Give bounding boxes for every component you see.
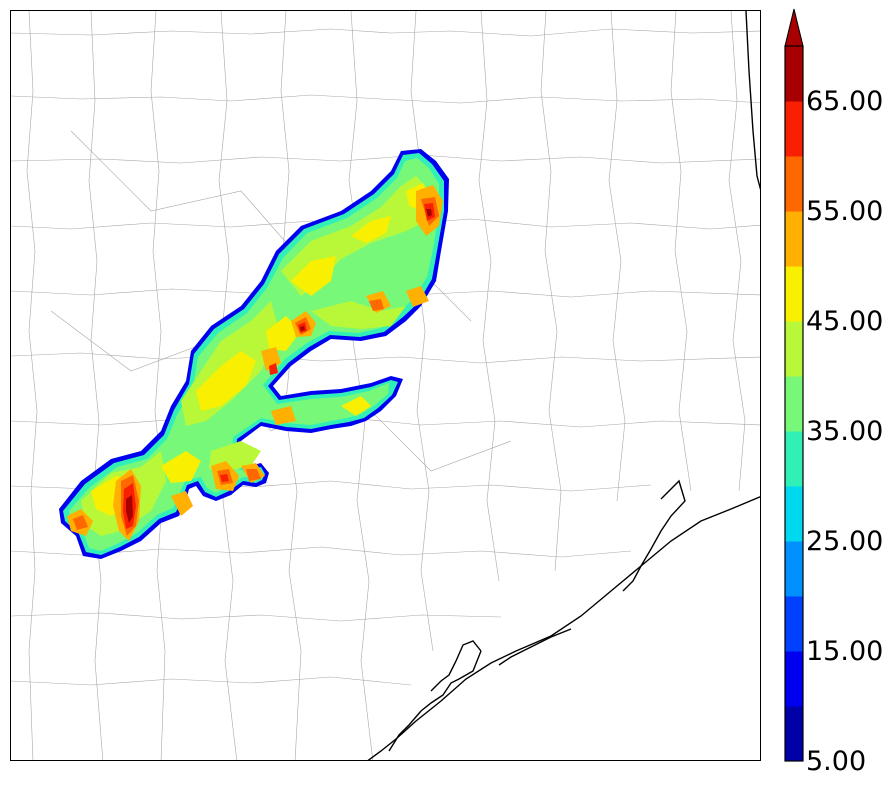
radar-map bbox=[11, 11, 760, 760]
colorbar-band bbox=[785, 376, 803, 432]
colorbar-tick-label: 45.00 bbox=[806, 306, 884, 337]
colorbar-band bbox=[785, 486, 803, 542]
colorbar-band bbox=[785, 651, 803, 707]
colorbar-tick-label: 5.00 bbox=[806, 746, 867, 777]
colorbar-tick-label: 65.00 bbox=[806, 86, 884, 117]
colorbar-band bbox=[785, 46, 803, 102]
colorbar-band bbox=[785, 211, 803, 267]
colorbar bbox=[784, 8, 804, 762]
colorbar-tick-label: 15.00 bbox=[806, 636, 884, 667]
colorbar-band bbox=[785, 706, 803, 762]
map-frame[interactable] bbox=[10, 10, 761, 761]
colorbar-band bbox=[785, 431, 803, 487]
colorbar-bands bbox=[785, 46, 803, 762]
colorbar-tick-label: 25.00 bbox=[806, 526, 884, 557]
colorbar-band bbox=[785, 156, 803, 212]
colorbar-band bbox=[785, 321, 803, 377]
colorbar-tick-label: 35.00 bbox=[806, 416, 884, 447]
county-borders bbox=[11, 11, 760, 760]
colorbar-extend-arrow bbox=[784, 8, 804, 47]
echo-65-patches bbox=[126, 209, 432, 523]
colorbar-band bbox=[785, 596, 803, 652]
colorbar-band bbox=[785, 541, 803, 597]
colorbar-band bbox=[785, 266, 803, 322]
colorbar-band bbox=[785, 101, 803, 157]
radar-echo bbox=[59, 149, 449, 559]
colorbar-tick-label: 55.00 bbox=[806, 196, 884, 227]
coastline bbox=[367, 11, 760, 760]
